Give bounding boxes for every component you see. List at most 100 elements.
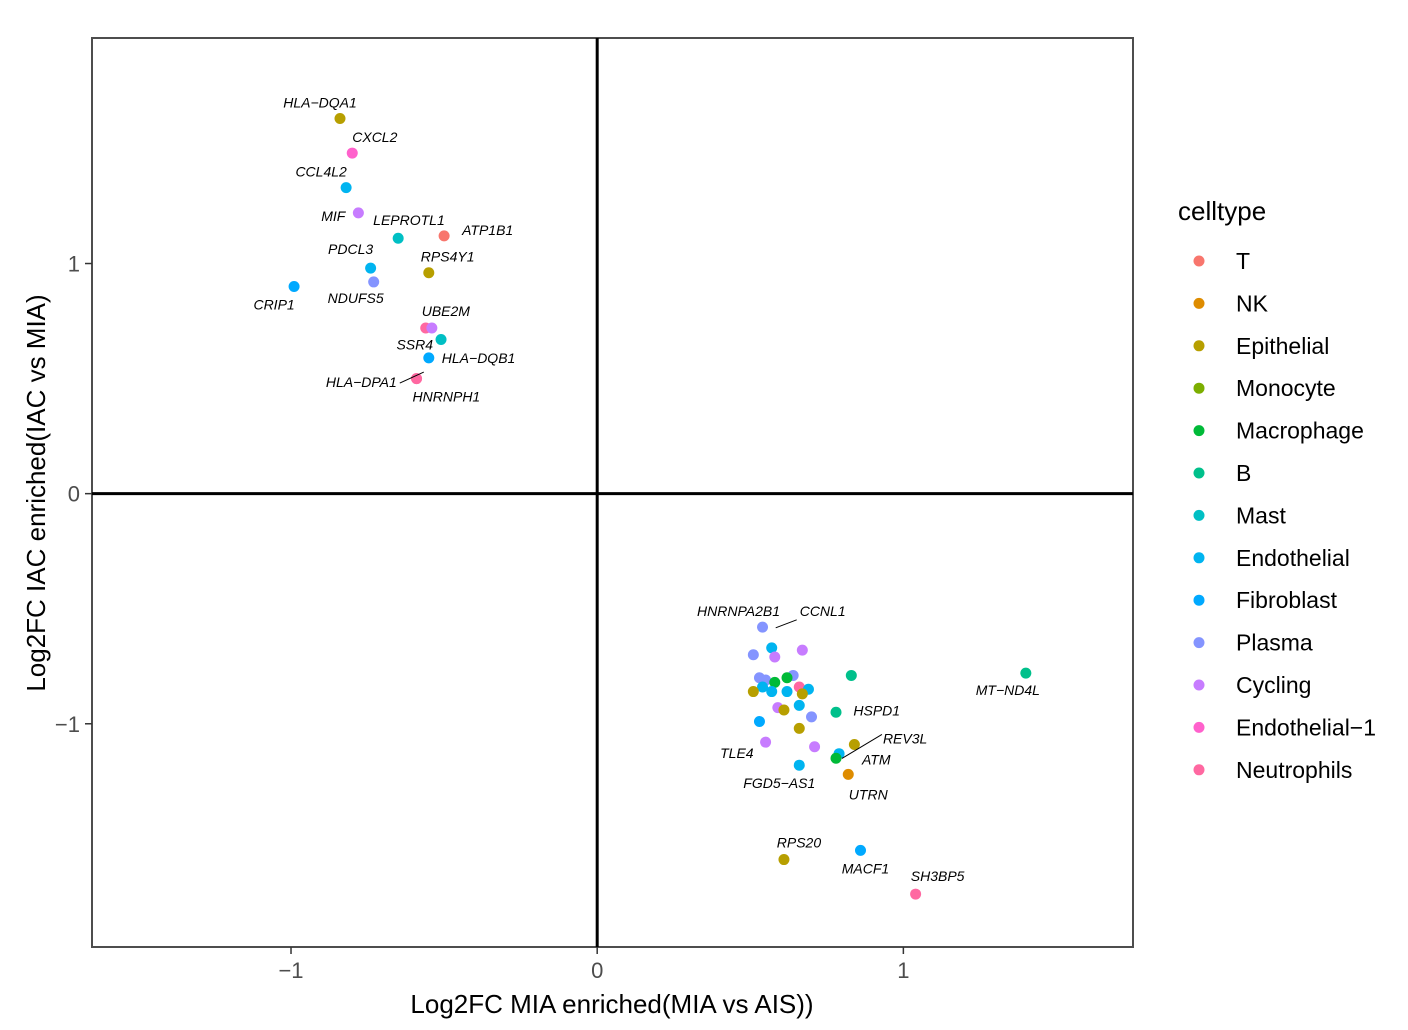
- legend-item: Endothelial−1: [1193, 714, 1376, 740]
- legend-key-dot: [1193, 382, 1205, 394]
- point-label: NDUFS5: [328, 290, 384, 306]
- legend-key-dot: [1193, 552, 1205, 564]
- data-point: [796, 688, 808, 700]
- point-label: SH3BP5: [911, 868, 965, 884]
- data-points: [288, 113, 1032, 900]
- data-point: [368, 276, 380, 288]
- legend-key-dot: [1193, 637, 1205, 649]
- legend-key-dot: [1193, 255, 1205, 267]
- point-label: HNRNPA2B1: [697, 603, 780, 619]
- legend: celltype T NK Epithelial Monocyte Macrophage…: [1178, 196, 1376, 783]
- data-point: [842, 768, 854, 780]
- x-tick-label: −1: [278, 958, 303, 983]
- legend-label: Endothelial: [1236, 545, 1350, 571]
- legend-label: NK: [1236, 290, 1269, 316]
- data-point: [910, 888, 922, 900]
- point-label: UTRN: [849, 786, 889, 802]
- y-tick-label: 0: [68, 482, 80, 507]
- data-point: [781, 672, 793, 684]
- legend-key-dot: [1193, 297, 1205, 309]
- point-label: ATM: [861, 751, 891, 767]
- point-label: HLA−DQB1: [442, 350, 516, 366]
- legend-key-dot: [1193, 594, 1205, 606]
- x-tick-label: 1: [897, 958, 909, 983]
- point-label: MT−ND4L: [976, 682, 1040, 698]
- data-point: [423, 267, 435, 279]
- legend-label: T: [1236, 248, 1250, 274]
- data-point: [809, 741, 821, 753]
- legend-item: Neutrophils: [1193, 757, 1352, 783]
- point-label: FGD5−AS1: [743, 775, 815, 791]
- data-point: [781, 686, 793, 698]
- axis-ticks: −1 0 1 −1 0 1: [55, 252, 910, 983]
- point-label: ATP1B1: [461, 222, 513, 238]
- point-labels: HLA−DQA1 CXCL2 CCL4L2 MIF LEPROTL1 ATP1B1 PDCL…: [253, 95, 1039, 885]
- legend-label: Plasma: [1236, 630, 1313, 656]
- data-point: [288, 281, 300, 293]
- data-point: [855, 844, 867, 856]
- point-label: TLE4: [720, 745, 754, 761]
- x-tick-label: 0: [591, 958, 603, 983]
- legend-item: Monocyte: [1193, 375, 1336, 401]
- legend-item: Mast: [1193, 502, 1286, 528]
- data-point: [747, 649, 759, 661]
- y-tick-label: 1: [68, 252, 80, 277]
- data-point: [796, 644, 808, 656]
- point-label: MIF: [321, 208, 347, 224]
- legend-label: Fibroblast: [1236, 587, 1338, 613]
- legend-label: Monocyte: [1236, 375, 1336, 401]
- data-point: [411, 373, 423, 385]
- data-point: [760, 736, 772, 748]
- point-label: HLA−DQA1: [283, 95, 357, 111]
- point-label: MACF1: [842, 860, 889, 876]
- data-point: [1020, 667, 1032, 679]
- point-label: CCL4L2: [295, 164, 347, 180]
- legend-item: T: [1193, 248, 1250, 274]
- legend-item: NK: [1193, 290, 1269, 316]
- data-point: [845, 669, 857, 681]
- legend-title: celltype: [1178, 196, 1266, 226]
- data-point: [365, 262, 377, 274]
- point-label: RPS20: [777, 835, 822, 851]
- legend-item: Macrophage: [1193, 418, 1364, 444]
- data-point: [769, 651, 781, 663]
- legend-label: B: [1236, 460, 1251, 486]
- point-label: UBE2M: [422, 303, 471, 319]
- data-point: [793, 722, 805, 734]
- data-point: [757, 621, 769, 633]
- point-label: REV3L: [883, 730, 927, 746]
- legend-item: B: [1193, 460, 1251, 486]
- data-point: [438, 230, 450, 242]
- data-point: [346, 147, 358, 159]
- data-point: [778, 704, 790, 716]
- data-point: [848, 738, 860, 750]
- legend-key-dot: [1193, 679, 1205, 691]
- point-label: CCNL1: [800, 603, 846, 619]
- legend-item: Cycling: [1193, 672, 1311, 698]
- point-label: LEPROTL1: [373, 212, 445, 228]
- point-label: HSPD1: [853, 702, 900, 718]
- data-point: [423, 352, 435, 364]
- data-point: [753, 715, 765, 727]
- label-leader-line: [399, 371, 425, 384]
- legend-label: Cycling: [1236, 672, 1311, 698]
- legend-key-dot: [1193, 467, 1205, 479]
- data-point: [830, 752, 842, 764]
- point-label: CXCL2: [352, 129, 397, 145]
- data-point: [766, 642, 778, 654]
- legend-item: Plasma: [1193, 630, 1313, 656]
- legend-label: Epithelial: [1236, 333, 1329, 359]
- data-point: [778, 854, 790, 866]
- legend-label: Endothelial−1: [1236, 714, 1376, 740]
- data-point: [747, 686, 759, 698]
- legend-key-dot: [1193, 425, 1205, 437]
- legend-item: Fibroblast: [1193, 587, 1338, 613]
- data-point: [793, 759, 805, 771]
- data-point: [766, 686, 778, 698]
- data-point: [793, 699, 805, 711]
- data-point: [830, 706, 842, 718]
- data-point: [426, 322, 438, 334]
- legend-item: Epithelial: [1193, 333, 1329, 359]
- label-leader-line: [841, 733, 883, 759]
